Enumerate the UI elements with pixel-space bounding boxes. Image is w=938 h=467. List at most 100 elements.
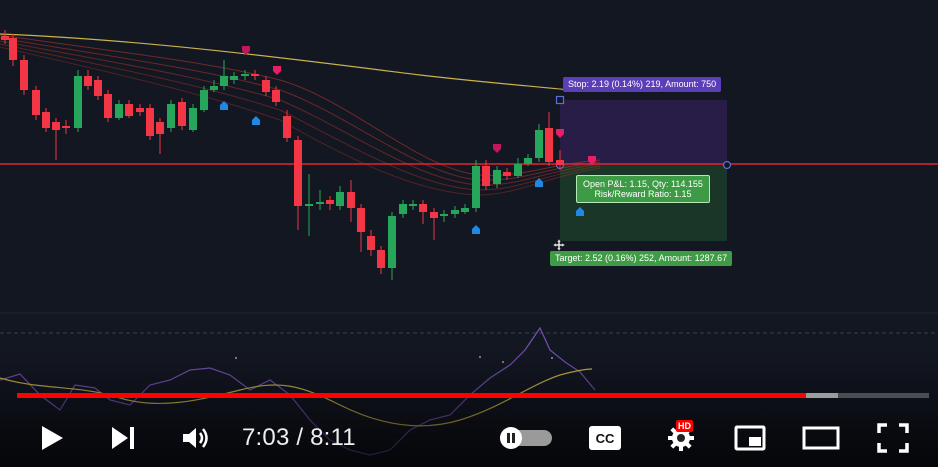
buy-signal-marker [472,225,480,234]
candle-body [230,76,238,80]
candle-body [305,204,313,206]
candle-body [136,108,144,112]
duration: 8:11 [310,424,356,451]
candle-body [210,86,218,90]
candle-body [62,126,70,128]
candle-body [20,60,28,90]
candle-body [52,122,60,130]
sell-signal-marker [556,129,564,138]
candle-body [156,122,164,134]
candle-body [472,166,480,208]
theater-mode-button[interactable] [800,418,842,458]
candle-body [262,80,270,92]
progress-played [17,393,807,398]
candle-body [104,94,112,118]
candle-body [241,74,249,76]
candle-body [336,192,344,206]
candle-body [347,192,355,208]
candle-body [42,112,50,128]
skip-next-icon [112,427,134,449]
candle-body [419,204,427,212]
candle-body [556,160,564,165]
candle-body [272,90,280,102]
candle-body [545,128,553,162]
candle-body [357,208,365,232]
fullscreen-button[interactable] [872,418,914,458]
candle-body [220,76,228,86]
entry-handle-right[interactable] [722,160,732,170]
candle-body [125,104,133,116]
candle-body [9,38,17,60]
candle-body [377,250,385,268]
candle-body [32,90,40,115]
current-time: 7:03 [242,424,290,451]
candle-body [200,90,208,110]
next-button[interactable] [103,418,143,458]
candle-body [326,200,334,204]
candle-body [535,130,543,158]
candle-body [94,80,102,96]
buy-signal-marker [576,207,584,216]
candle-body [84,76,92,86]
candle-body [430,212,438,218]
candle-body [493,170,501,184]
pnl-line: Open P&L: 1.15, Qty: 114.155 [583,179,703,189]
candle-body [524,158,532,164]
theater-mode-icon [802,426,840,450]
buy-signal-marker [535,178,543,187]
candle-body [189,108,197,130]
candle-body [388,216,396,268]
oscillator-dots [235,356,553,363]
candle-body [294,140,302,206]
miniplayer-button[interactable] [730,418,770,458]
candle-body [283,116,291,138]
gear-icon [668,425,694,451]
sell-signal-marker [493,144,501,153]
control-bar: 7:03 / 8:11 CC HD [0,410,938,467]
candle-body [451,210,459,214]
risk-reward-line: Risk/Reward Ratio: 1.15 [594,189,692,199]
play-button[interactable] [32,418,72,458]
stop-handle[interactable] [555,95,565,105]
candle-body [251,74,259,76]
svg-text:CC: CC [596,431,615,446]
time-separator: / [289,424,311,451]
move-cursor-icon [553,239,565,251]
candle-body [178,102,186,126]
candle-body [146,108,154,136]
candle-body [115,104,123,118]
progress-bar[interactable] [17,393,929,398]
pnl-label: Open P&L: 1.15, Qty: 114.155 Risk/Reward… [576,175,710,203]
play-icon [42,426,63,450]
target-label: Target: 2.52 (0.16%) 252, Amount: 1287.6… [550,251,733,266]
signal-markers [220,46,596,234]
candle-body [74,76,82,128]
candle-body [399,204,407,214]
captions-button[interactable]: CC [584,418,626,458]
candle-body [482,166,490,186]
fullscreen-icon [877,423,909,453]
buy-signal-marker [252,116,260,125]
volume-icon [183,428,208,448]
candle-body [167,104,175,128]
stop-zone[interactable] [560,100,727,165]
candle-body [409,204,417,206]
stop-label: Stop: 2.19 (0.14%) 219, Amount: 750 [563,77,722,92]
sell-signal-marker [588,156,596,165]
settings-button[interactable]: HD [660,418,702,458]
candle-body [440,214,448,216]
time-display: 7:03 / 8:11 [242,424,356,452]
autoplay-toggle[interactable] [496,418,556,458]
captions-icon: CC [589,426,621,450]
candlesticks [1,30,564,280]
candle-body [503,172,511,176]
candle-body [316,202,324,204]
hd-badge: HD [676,420,693,432]
candle-body [367,236,375,250]
volume-button[interactable] [176,418,216,458]
candle-body [514,164,522,176]
candle-body [461,208,469,212]
sell-signal-marker [273,66,281,75]
